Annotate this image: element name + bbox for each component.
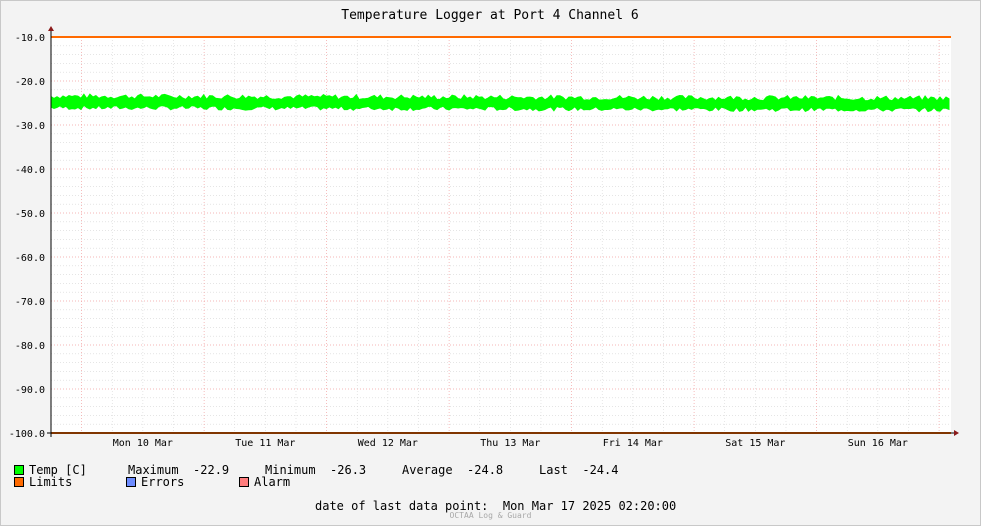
stat-maximum: Maximum -22.9 [128, 463, 229, 477]
limits-legend-label: Limits [29, 475, 73, 489]
x-tick-label: Mon 10 Mar [113, 438, 173, 449]
last-data-point: date of last data point: Mon Mar 17 2025… [315, 499, 676, 513]
temp-legend-label: Temp [C] [29, 463, 87, 477]
tick-labels: -10.0 -20.0 -30.0 -40.0 -50.0 -60.0 -70.0 -80.0… [9, 33, 908, 449]
avg-value: -24.8 [467, 463, 504, 477]
axes [47, 26, 959, 437]
stat-minimum: Minimum -26.3 [265, 463, 366, 477]
temp-swatch [14, 465, 24, 475]
last-value: -24.4 [582, 463, 619, 477]
y-tick-label: -10.0 [15, 33, 45, 44]
stat-last: Last -24.4 [539, 463, 618, 477]
y-tick-label: -80.0 [15, 341, 45, 352]
temp-series [50, 93, 950, 113]
legend-limits: Limits [14, 475, 72, 489]
y-tick-label: -70.0 [15, 297, 45, 308]
max-value: -22.9 [193, 463, 230, 477]
x-tick-label: Fri 14 Mar [603, 438, 663, 449]
y-axis-arrow [48, 26, 54, 31]
temp-band [50, 93, 950, 113]
x-tick-label: Wed 12 Mar [358, 438, 418, 449]
min-value: -26.3 [330, 463, 367, 477]
y-tick-label: -50.0 [15, 209, 45, 220]
chart-title: Temperature Logger at Port 4 Channel 6 [341, 8, 638, 23]
x-tick-label: Sun 16 Mar [848, 438, 908, 449]
avg-label: Average [402, 463, 453, 477]
max-label: Maximum [128, 463, 179, 477]
errors-swatch [126, 477, 136, 487]
limits-swatch [14, 477, 24, 487]
alarm-legend-label: Alarm [254, 475, 291, 489]
y-tick-label: -90.0 [15, 385, 45, 396]
y-tick-label: -30.0 [15, 121, 45, 132]
x-tick-label: Sat 15 Mar [725, 438, 785, 449]
errors-legend-label: Errors [141, 475, 185, 489]
last-point-value: Mon Mar 17 2025 02:20:00 [502, 499, 677, 513]
x-tick-label: Thu 13 Mar [480, 438, 540, 449]
y-tick-label: -100.0 [9, 429, 45, 440]
stat-average: Average -24.8 [402, 463, 503, 477]
credit-text: OCTAA Log & Guard [449, 511, 532, 520]
y-tick-label: -20.0 [15, 77, 45, 88]
x-axis-arrow [954, 430, 959, 436]
y-tick-label: -60.0 [15, 253, 45, 264]
y-tick-label: -40.0 [15, 165, 45, 176]
legend-row-1: Temp [C] [14, 463, 87, 477]
last-point-label: date of last data point: [315, 499, 489, 513]
alarm-swatch [239, 477, 249, 487]
temperature-chart: Temperature Logger at Port 4 Channel 6 -… [9, 8, 959, 449]
legend-alarm: Alarm [239, 475, 290, 489]
legend-errors: Errors [126, 475, 184, 489]
x-tick-label: Tue 11 Mar [235, 438, 295, 449]
min-label: Minimum [265, 463, 316, 477]
last-label: Last [539, 463, 568, 477]
